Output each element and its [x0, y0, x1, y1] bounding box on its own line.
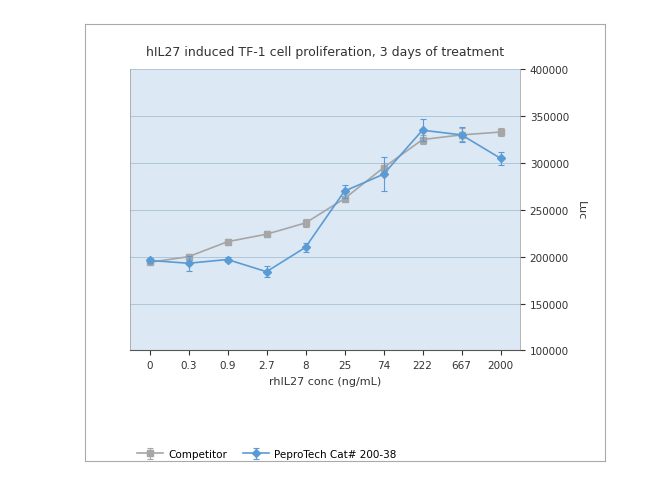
X-axis label: rhIL27 conc (ng/mL): rhIL27 conc (ng/mL) [269, 376, 381, 386]
Legend: Competitor, PeproTech Cat# 200-38: Competitor, PeproTech Cat# 200-38 [133, 445, 400, 463]
Title: hIL27 induced TF-1 cell proliferation, 3 days of treatment: hIL27 induced TF-1 cell proliferation, 3… [146, 46, 504, 59]
Y-axis label: Luc: Luc [576, 201, 586, 220]
